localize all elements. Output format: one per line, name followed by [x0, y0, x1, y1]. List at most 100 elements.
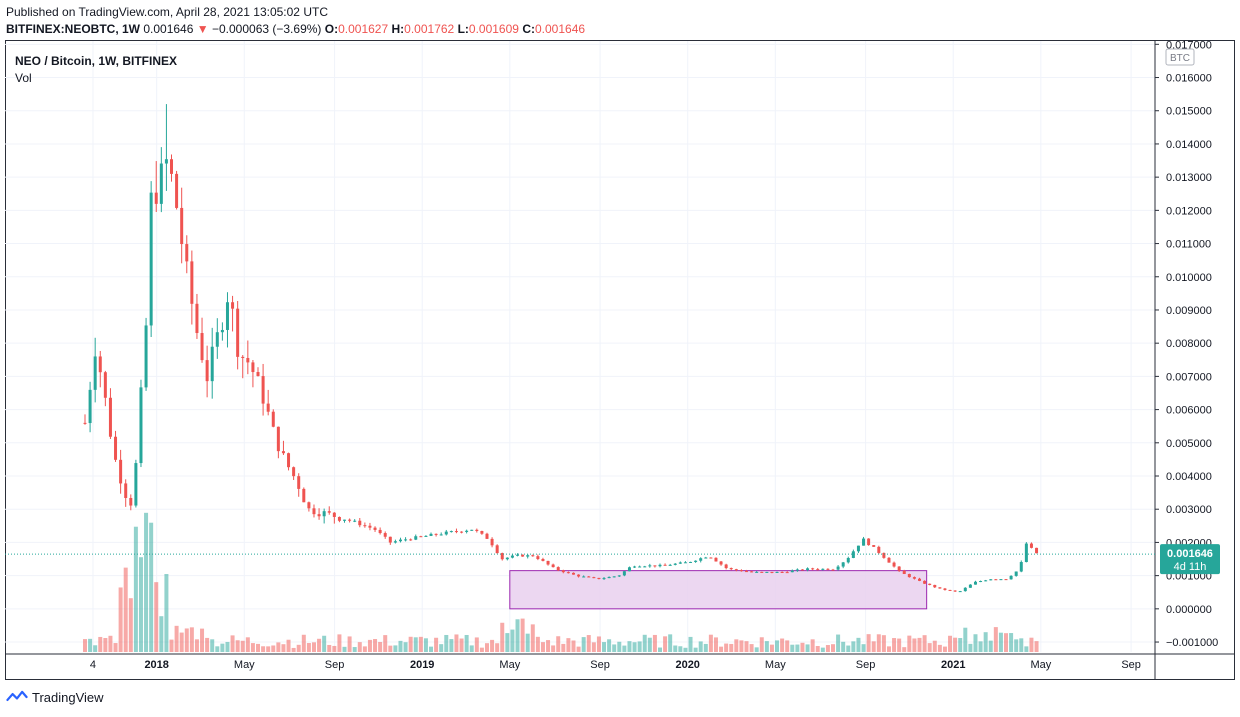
price-change: −0.000063 (−3.69%): [211, 22, 322, 36]
volume-bar: [108, 635, 113, 652]
grid-lines: [5, 41, 1155, 652]
candle-body: [897, 566, 901, 571]
candle-body: [607, 576, 611, 579]
candle-body: [485, 533, 489, 539]
candle-body: [317, 514, 321, 517]
candle-body: [770, 571, 774, 573]
volume-bar: [846, 645, 851, 652]
volume-bar: [464, 634, 469, 652]
volume-bar: [403, 642, 408, 652]
candle-body: [526, 555, 530, 557]
volume-bar: [825, 645, 830, 652]
volume-bar: [963, 627, 968, 652]
volume-bar: [138, 557, 143, 652]
candle-body: [892, 562, 896, 567]
candle-body: [851, 551, 855, 558]
candle-body: [719, 561, 723, 565]
volume-bar: [953, 637, 958, 652]
chart-frame[interactable]: [5, 40, 1235, 680]
price-axis: 0.017000 0.016000 0.015000 0.014000 0.013000…: [1154, 39, 1218, 680]
candle-body: [521, 554, 525, 557]
volume-bar: [602, 642, 607, 652]
volume-bar: [642, 634, 647, 652]
candles: [83, 104, 1039, 593]
footer-brand[interactable]: TradingView: [6, 689, 104, 705]
volume-bar: [764, 641, 769, 652]
candle-body: [933, 584, 937, 588]
volume-bar: [429, 646, 434, 652]
candle-body: [307, 502, 311, 509]
candle-body: [190, 261, 194, 304]
candle-body: [495, 545, 499, 554]
volume-bar: [612, 644, 617, 652]
volume-bar: [113, 643, 118, 652]
last-price-box: [1160, 544, 1220, 575]
candle-body: [149, 192, 153, 326]
candle-body: [872, 545, 876, 547]
candle-body: [989, 579, 993, 581]
candle-body: [343, 519, 347, 521]
candle-body: [404, 539, 408, 541]
y-tick-label: 0.014000: [1166, 139, 1212, 151]
volume-bar: [790, 644, 795, 652]
candle-body: [750, 571, 754, 573]
down-arrow-icon: ▼: [196, 22, 209, 36]
volume-bar: [836, 634, 841, 652]
candle-body: [668, 564, 672, 566]
x-tick-label: Sep: [1121, 659, 1141, 671]
candle-body: [287, 453, 291, 468]
candle-body: [170, 159, 174, 174]
candle-body: [292, 467, 296, 477]
candle-body: [551, 564, 555, 568]
volume-bar: [637, 641, 642, 652]
volume-bar: [795, 644, 800, 652]
volume-bar: [566, 638, 571, 652]
volume-bar: [902, 647, 907, 652]
candle-body: [1035, 547, 1039, 554]
y-tick-label: 0.000000: [1166, 604, 1212, 616]
candle-body: [205, 360, 209, 382]
candle-body: [398, 539, 402, 542]
volume-bar: [525, 633, 530, 652]
candle-body: [806, 568, 810, 570]
candle-body: [745, 571, 749, 573]
candle-body: [979, 581, 983, 583]
candle-body: [556, 567, 560, 571]
x-tick-label: May: [234, 659, 255, 671]
volume-bar: [495, 643, 500, 652]
y-tick-label: 0.004000: [1166, 471, 1212, 483]
volume-bar: [210, 639, 215, 652]
volume-bar: [383, 635, 388, 652]
x-tick-label: 2021: [941, 659, 965, 671]
candle-body: [378, 529, 382, 534]
candle-body: [490, 538, 494, 546]
volume-bars: [83, 512, 1039, 652]
volume-bar: [551, 645, 556, 652]
candle-body: [180, 207, 184, 245]
candle-body: [98, 356, 102, 373]
volume-bar: [434, 637, 439, 652]
y-tick-label: 0.012000: [1166, 205, 1212, 217]
candle-body: [322, 511, 326, 517]
candle-body: [907, 574, 911, 578]
candle-body: [449, 531, 453, 533]
volume-bar: [719, 646, 724, 652]
candle-body: [816, 569, 820, 571]
candle-body: [673, 563, 677, 565]
y-tick-label: 0.017000: [1166, 39, 1212, 51]
candle-body: [633, 566, 637, 568]
candle-body: [348, 519, 352, 521]
y-tick-label: 0.006000: [1166, 405, 1212, 417]
candle-body: [246, 357, 250, 363]
candle-body: [775, 571, 779, 573]
volume-bar: [93, 645, 98, 652]
volume-bar: [301, 634, 306, 652]
candle-body: [689, 561, 693, 563]
x-tick-label: May: [765, 659, 786, 671]
candle-body: [714, 557, 718, 562]
candle-body: [409, 539, 413, 541]
volume-bar: [749, 644, 754, 652]
candle-body: [653, 565, 657, 567]
candle-body: [470, 529, 474, 531]
